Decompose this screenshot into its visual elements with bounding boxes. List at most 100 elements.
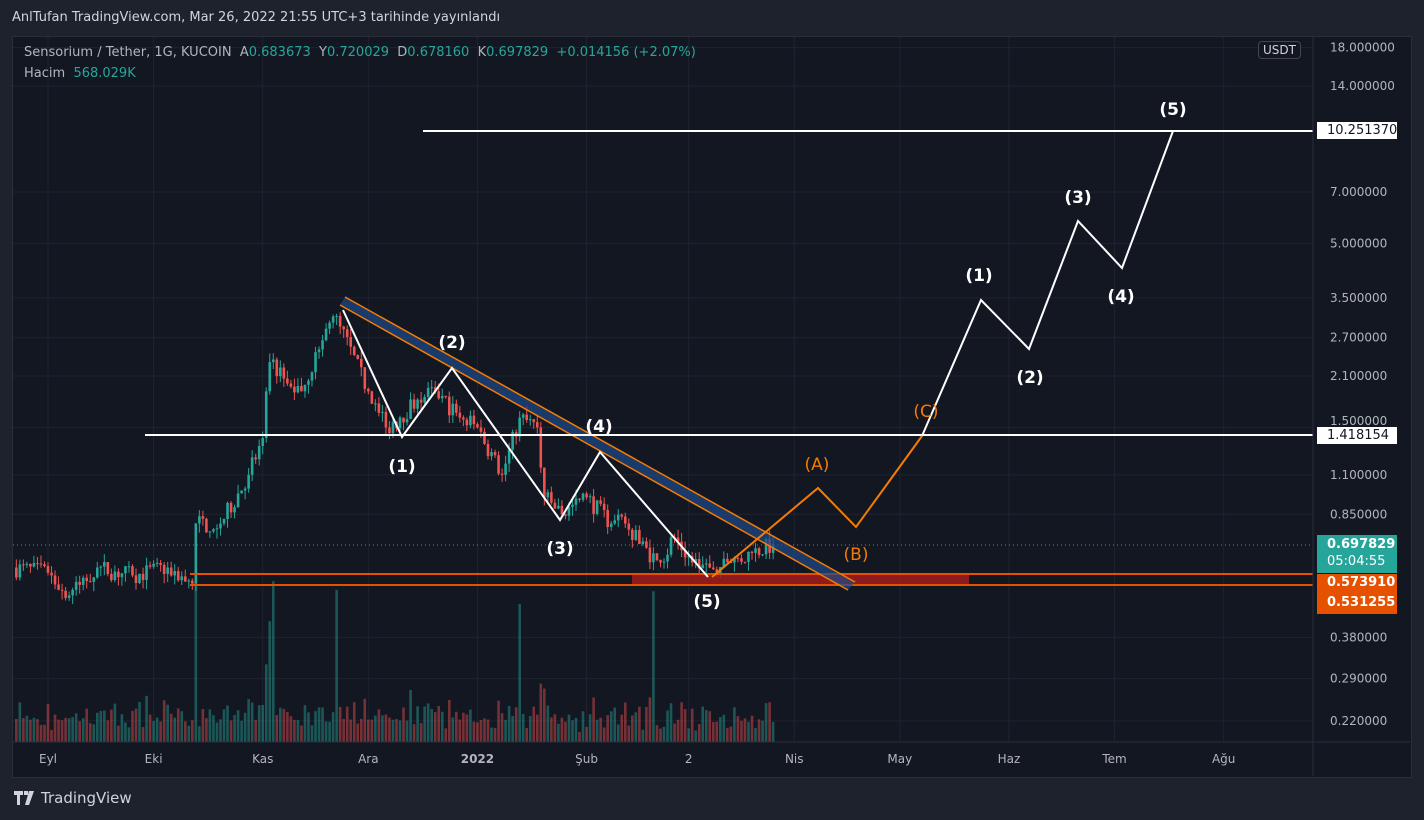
candle-body	[469, 415, 472, 426]
candle-body	[726, 558, 729, 563]
corrective-wave[interactable]	[711, 435, 923, 578]
grid	[13, 37, 1313, 742]
candle-body	[733, 557, 736, 563]
candle-body	[754, 548, 757, 553]
time-tick-label: Haz	[998, 752, 1021, 766]
volume-bar	[680, 702, 683, 742]
candle-body	[64, 590, 67, 598]
chart-frame[interactable]	[12, 36, 1412, 778]
candle-body	[88, 581, 92, 583]
volume-bar	[359, 718, 363, 742]
volume-bar	[493, 727, 497, 742]
candle-body	[138, 573, 141, 584]
future-impulse-wave[interactable]	[921, 130, 1174, 437]
volume-bar	[550, 717, 553, 742]
candle-body	[243, 488, 247, 491]
volume-bar	[219, 719, 222, 742]
volume-bar	[500, 713, 504, 742]
candle-body	[261, 438, 265, 446]
volume-bar	[247, 699, 250, 742]
volume-bar	[307, 712, 310, 742]
candle-body	[307, 380, 310, 385]
volume-bar	[64, 717, 67, 742]
volume-bar	[349, 719, 353, 742]
volume-bar	[117, 725, 120, 742]
candle-body	[219, 523, 222, 529]
tradingview-logo[interactable]: TradingView	[14, 789, 132, 807]
currency-button[interactable]: USDT	[1258, 41, 1301, 59]
volume-bar	[592, 697, 595, 742]
candle-body	[127, 566, 131, 568]
candle-body	[152, 563, 155, 567]
candle-body	[356, 355, 360, 359]
candle-body	[398, 417, 402, 429]
support-zone[interactable]	[632, 575, 969, 585]
volume-label: Hacim	[24, 66, 66, 81]
candle-body	[648, 547, 652, 563]
wave-label-c: (C)	[913, 402, 938, 422]
candle-body	[645, 541, 648, 548]
channel-upper-line[interactable]	[344, 296, 856, 583]
volume-bar	[134, 708, 138, 742]
candle-body	[317, 349, 321, 353]
candle-body	[486, 443, 490, 457]
volume-bar	[595, 719, 599, 742]
candle-body	[264, 391, 268, 438]
past-impulse-wave[interactable]	[342, 309, 709, 578]
volume-bar	[479, 720, 483, 742]
volume-bar	[377, 709, 381, 742]
candle-body	[479, 427, 483, 432]
candle-body	[405, 418, 409, 423]
candle-body	[631, 529, 634, 540]
volume-bar	[627, 725, 631, 742]
time-axis[interactable]: Eyl Eki Kas Ara 2022 Şub 2 Nis May Haz Tem Ağu	[39, 752, 1235, 766]
volume-bar	[191, 720, 194, 742]
price-tick-label: 0.850000	[1330, 507, 1387, 521]
candle-body	[557, 505, 560, 509]
volume-bar	[426, 703, 430, 742]
volume-bar	[391, 719, 395, 742]
candle-body	[729, 562, 733, 564]
volume-bar	[395, 718, 398, 742]
volume-bar	[609, 711, 613, 742]
volume-bar	[764, 703, 768, 742]
candle-body	[588, 496, 592, 498]
volume-bar	[588, 714, 592, 742]
volume-bar	[701, 706, 705, 742]
volume-bar	[711, 722, 715, 742]
volume-bar	[22, 718, 25, 742]
volume-bar	[476, 722, 479, 742]
volume-bar	[176, 708, 180, 742]
candle-body	[518, 417, 521, 437]
symbol-name[interactable]: Sensorium / Tether, 1G, KUCOIN	[24, 45, 232, 60]
candle-body	[236, 493, 240, 508]
candle-body	[71, 589, 74, 596]
volume-bar	[722, 714, 726, 742]
candle-body	[412, 399, 416, 409]
price-axis[interactable]: 18.000000 14.000000 7.000000 5.000000 3.5000…	[1330, 41, 1395, 728]
candle-body	[359, 358, 363, 368]
candle-body	[166, 567, 169, 574]
candle-body	[303, 384, 307, 392]
descending-channel[interactable]	[340, 297, 855, 590]
volume-bar	[71, 717, 74, 742]
candle-body	[201, 516, 205, 519]
candle-body	[761, 554, 764, 556]
candle-body	[103, 562, 106, 567]
volume-bar	[599, 717, 602, 742]
volume-bar	[405, 720, 409, 742]
candle-body	[507, 449, 511, 464]
volume-bar	[141, 727, 145, 742]
volume-bar	[113, 703, 117, 742]
candle-body	[374, 403, 377, 405]
volume-bar	[250, 702, 254, 742]
channel-lower-line[interactable]	[339, 304, 849, 591]
candle-body	[560, 505, 564, 515]
candle-body	[592, 496, 595, 514]
candle-body	[444, 395, 448, 397]
volume-bar	[535, 714, 539, 742]
candle-body	[53, 575, 57, 585]
volume-bar	[447, 699, 451, 742]
candle-body	[205, 518, 208, 533]
